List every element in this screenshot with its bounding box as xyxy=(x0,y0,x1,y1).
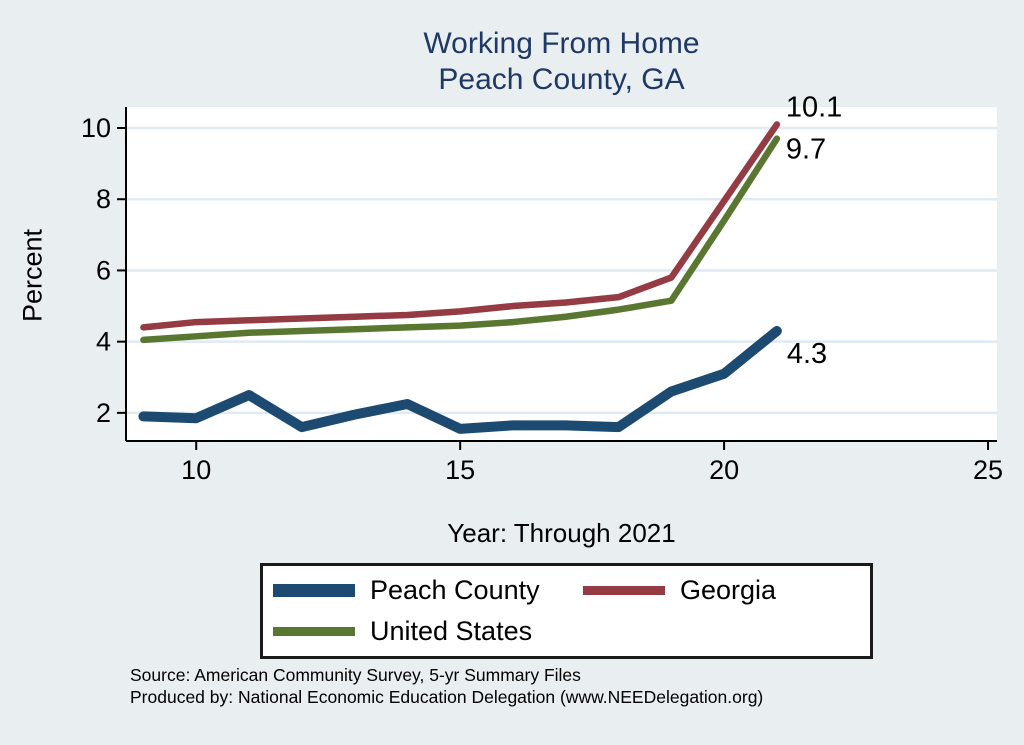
series-line-united-states xyxy=(140,135,781,344)
united-states-line-swatch xyxy=(273,627,355,636)
end-value-label-united-states: 9.7 xyxy=(786,134,826,166)
produced-by-note: Produced by: National Economic Education… xyxy=(130,687,764,707)
chart-title-line2: Peach County, GA xyxy=(438,63,685,96)
footer-notes: Source: American Community Survey, 5-yr … xyxy=(130,664,763,708)
x-tick-label-20: 20 xyxy=(709,455,739,485)
x-axis-title: Year: Through 2021 xyxy=(447,518,676,548)
series-line-georgia xyxy=(140,121,781,331)
series-line-peach-county xyxy=(138,325,782,434)
chart-title-line1: Working From Home xyxy=(423,27,700,60)
legend-item-peach-county: Peach County xyxy=(273,575,583,606)
legend-label-peach-county: Peach County xyxy=(370,575,540,605)
end-value-label-georgia: 10.1 xyxy=(786,91,842,123)
x-tick-label-25: 25 xyxy=(973,455,1003,485)
georgia-line-swatch xyxy=(583,586,665,595)
legend: Peach County Georgia United States xyxy=(260,563,873,659)
legend-label-georgia: Georgia xyxy=(680,575,777,605)
peach-county-line-swatch xyxy=(273,584,355,597)
plot-area xyxy=(126,107,997,441)
y-tick-label-6: 6 xyxy=(96,255,111,285)
legend-label-united-states: United States xyxy=(370,616,533,646)
x-tick-label-15: 15 xyxy=(445,455,475,485)
x-tick-label-10: 10 xyxy=(181,455,211,485)
legend-item-georgia: Georgia xyxy=(583,575,870,606)
chart-title: Working From Home Peach County, GA xyxy=(126,26,997,98)
y-tick-label-10: 10 xyxy=(81,113,111,143)
end-value-label-peach-county: 4.3 xyxy=(787,338,827,370)
source-note: Source: American Community Survey, 5-yr … xyxy=(130,665,581,685)
y-tick-label-8: 8 xyxy=(96,184,111,214)
y-tick-label-2: 2 xyxy=(96,398,111,428)
y-axis-title: Percent xyxy=(17,228,48,323)
y-tick-label-4: 4 xyxy=(96,327,111,357)
legend-item-united-states: United States xyxy=(273,616,583,647)
